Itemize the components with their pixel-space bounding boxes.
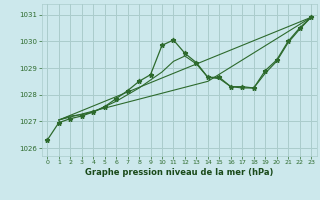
X-axis label: Graphe pression niveau de la mer (hPa): Graphe pression niveau de la mer (hPa) [85, 168, 273, 177]
